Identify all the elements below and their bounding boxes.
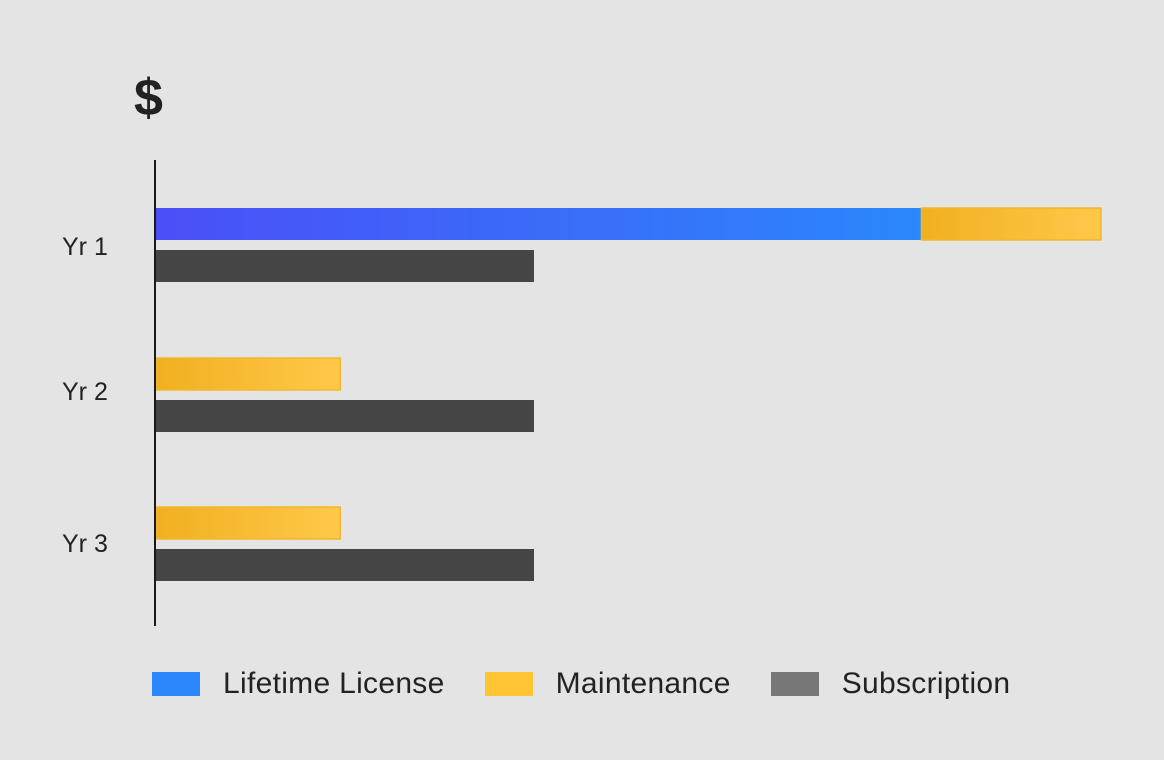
legend: Lifetime License Maintenance Subscriptio… <box>152 664 1050 704</box>
category-labels: Yr 1 Yr 2 Yr 3 <box>62 233 108 558</box>
legend-swatch-maintenance <box>484 672 533 696</box>
y-axis-label: $ <box>134 69 163 127</box>
bar-lifetime-license-yr-1 <box>156 208 922 240</box>
bar-subscription-yr-1 <box>156 250 534 282</box>
category-label-yr-3: Yr 3 <box>62 530 108 558</box>
legend-swatch-subscription <box>770 672 819 696</box>
bar-maintenance-yr-3 <box>155 506 342 540</box>
bar-subscription-yr-2 <box>156 400 534 432</box>
bars-layer <box>155 207 1102 581</box>
bar-subscription-yr-3 <box>156 549 534 581</box>
legend-item-maintenance: Maintenance <box>484 667 731 701</box>
legend-label-lifetime-license: Lifetime License <box>223 667 445 700</box>
legend-label-maintenance: Maintenance <box>555 667 731 700</box>
category-label-yr-1: Yr 1 <box>62 233 108 261</box>
legend-item-subscription: Subscription <box>770 667 1011 701</box>
legend-swatch-lifetime-license <box>152 672 200 696</box>
legend-item-lifetime-license: Lifetime License <box>152 667 445 701</box>
bar-maintenance-yr-2 <box>155 357 342 391</box>
category-label-yr-2: Yr 2 <box>62 378 108 406</box>
bar-maintenance-yr-1 <box>920 207 1102 241</box>
legend-label-subscription: Subscription <box>841 667 1011 700</box>
bar-chart: $ Yr 1 Yr 2 Yr 3 <box>62 69 1102 626</box>
